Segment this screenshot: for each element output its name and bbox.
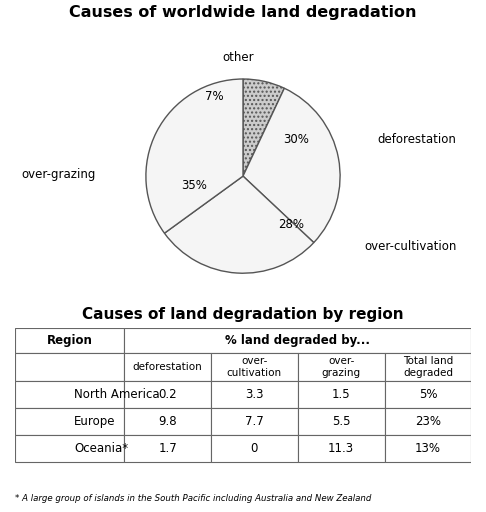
Wedge shape	[164, 176, 314, 273]
Bar	[15, 328, 124, 353]
Text: 11.3: 11.3	[328, 442, 354, 455]
Bar	[384, 435, 471, 462]
Text: 7.7: 7.7	[245, 415, 264, 428]
Bar	[211, 381, 298, 409]
Text: % land degraded by...: % land degraded by...	[226, 334, 370, 347]
Bar	[124, 328, 471, 353]
Bar	[298, 381, 384, 409]
Text: Total land
degraded: Total land degraded	[403, 356, 453, 378]
Text: over-cultivation: over-cultivation	[364, 240, 457, 252]
Text: Europe: Europe	[74, 415, 116, 428]
Text: 3.3: 3.3	[245, 389, 264, 401]
Text: 30%: 30%	[283, 133, 310, 146]
Bar	[211, 435, 298, 462]
Text: over-
grazing: over- grazing	[322, 356, 361, 378]
Bar	[384, 409, 471, 435]
Bar	[15, 435, 124, 462]
Text: deforestation: deforestation	[133, 362, 203, 372]
Text: 7%: 7%	[205, 90, 223, 103]
Bar	[15, 409, 124, 435]
Text: 0: 0	[251, 442, 258, 455]
Bar	[211, 409, 298, 435]
Wedge shape	[146, 79, 243, 233]
Wedge shape	[243, 79, 284, 176]
Text: 9.8: 9.8	[158, 415, 177, 428]
Text: over-
cultivation: over- cultivation	[227, 356, 282, 378]
Text: Causes of land degradation by region: Causes of land degradation by region	[82, 307, 404, 323]
Text: 0.2: 0.2	[158, 389, 177, 401]
Bar	[124, 409, 211, 435]
Text: 1.7: 1.7	[158, 442, 177, 455]
Text: 35%: 35%	[181, 179, 208, 193]
Bar	[124, 435, 211, 462]
Text: 5%: 5%	[419, 389, 437, 401]
Bar	[298, 435, 384, 462]
Text: 23%: 23%	[415, 415, 441, 428]
Title: Causes of worldwide land degradation: Causes of worldwide land degradation	[69, 5, 417, 20]
Wedge shape	[243, 88, 340, 243]
Text: North America: North America	[74, 389, 159, 401]
Bar	[15, 353, 124, 381]
Bar	[298, 409, 384, 435]
Bar	[124, 353, 211, 381]
Text: Region: Region	[47, 334, 92, 347]
Text: * A large group of islands in the South Pacific including Australia and New Zeal: * A large group of islands in the South …	[15, 494, 371, 503]
Text: 1.5: 1.5	[332, 389, 350, 401]
Bar	[298, 353, 384, 381]
Text: Oceania*: Oceania*	[74, 442, 128, 455]
Bar	[384, 381, 471, 409]
Text: 28%: 28%	[278, 218, 305, 231]
Text: other: other	[222, 51, 254, 64]
Bar	[15, 381, 124, 409]
Text: 13%: 13%	[415, 442, 441, 455]
Text: over-grazing: over-grazing	[21, 167, 95, 181]
Bar	[124, 381, 211, 409]
Text: deforestation: deforestation	[377, 133, 456, 146]
Bar	[384, 353, 471, 381]
Bar	[211, 353, 298, 381]
Text: 5.5: 5.5	[332, 415, 350, 428]
